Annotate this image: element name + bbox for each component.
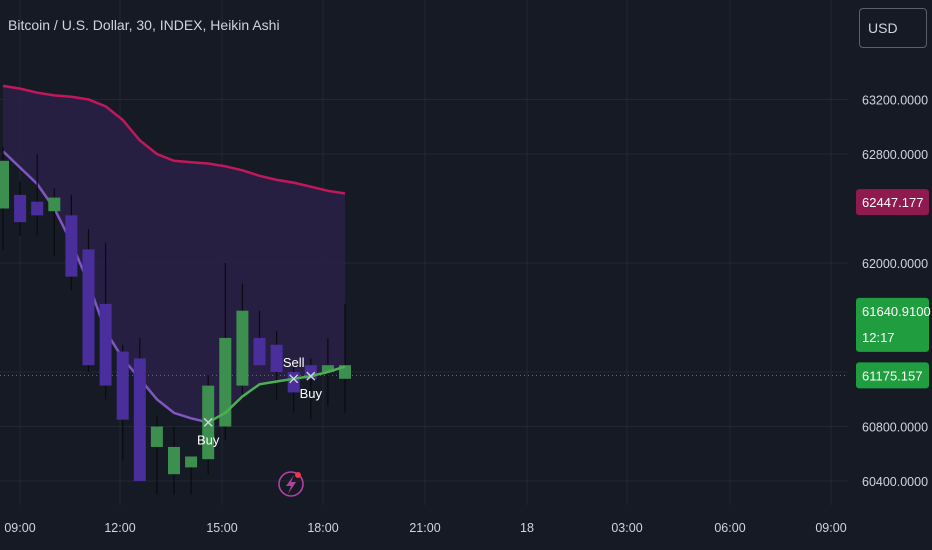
chart-extras — [278, 471, 304, 497]
signal-label: Sell — [283, 355, 305, 370]
cross-icon — [306, 371, 316, 381]
upper-band-line — [2, 84, 346, 195]
x-tick-label: 09:00 — [815, 521, 846, 535]
x-tick-label: 21:00 — [409, 521, 440, 535]
lightning-ring — [278, 471, 304, 497]
price-badge-value: 61640.9100 — [862, 304, 931, 319]
candle-body — [270, 344, 283, 372]
time-axis[interactable]: 09:00 12:00 15:00 18:00 21:00 18 03:00 06:00 09:… — [4, 521, 846, 535]
y-tick-label: 60400.0000 — [862, 475, 928, 489]
candle — [0, 147, 9, 250]
candle — [185, 456, 198, 495]
candle-body — [99, 303, 112, 386]
price-badge-bg — [856, 362, 929, 389]
lightning-bolt — [286, 475, 296, 494]
lightning-icon — [278, 471, 304, 497]
candle — [236, 283, 249, 400]
y-tick-label: 63200.0000 — [862, 94, 928, 108]
candle-body — [48, 197, 61, 212]
y-tick-label: 60800.0000 — [862, 421, 928, 435]
signal-marker-sell: Sell — [283, 355, 305, 384]
candle — [219, 263, 232, 441]
grid — [0, 0, 848, 505]
price-badge: 61175.157 — [856, 362, 929, 389]
candle — [65, 194, 78, 291]
x-tick-label: 12:00 — [104, 521, 135, 535]
candle-body — [253, 337, 266, 366]
price-badge-value: 62447.177 — [862, 195, 923, 210]
candle-body — [65, 215, 78, 277]
candle — [99, 242, 112, 400]
candle — [82, 228, 95, 372]
x-tick-label: 09:00 — [4, 521, 35, 535]
y-tick-label: 62000.0000 — [862, 257, 928, 271]
candle-body — [321, 365, 334, 372]
price-badge-bg — [856, 189, 929, 216]
signal-label: Buy — [197, 432, 220, 447]
candle — [270, 331, 283, 400]
candle-body — [185, 456, 198, 468]
price-badge-countdown: 12:17 — [862, 330, 895, 345]
signal-line — [207, 365, 346, 424]
candle-body — [168, 446, 180, 475]
chart-title: Bitcoin / U.S. Dollar, 30, INDEX, Heikin… — [8, 17, 280, 33]
x-tick-label: 15:00 — [206, 521, 237, 535]
candle-body — [133, 358, 146, 481]
candle-body — [31, 201, 44, 216]
notification-dot — [295, 472, 301, 478]
candle-body — [82, 249, 95, 366]
candle-body — [219, 337, 232, 427]
x-tick-label: 03:00 — [611, 521, 642, 535]
signal-marker-buy: Buy — [197, 417, 220, 447]
x-tick-label: 06:00 — [714, 521, 745, 535]
x-tick-label: 18:00 — [307, 521, 338, 535]
cross-icon — [289, 374, 299, 384]
candle — [48, 188, 61, 257]
cross-icon — [203, 417, 213, 427]
candle — [14, 181, 27, 236]
price-badge-value: 61175.157 — [862, 368, 923, 383]
candle — [253, 310, 266, 366]
price-axis[interactable]: 60400.000060800.000061200.000062000.0000… — [856, 94, 931, 490]
price-badge: 61640.9100 12:17 — [856, 297, 931, 352]
candle-body — [0, 160, 9, 209]
candle-body — [116, 351, 129, 420]
y-tick-label: 62800.0000 — [862, 148, 928, 162]
signal-label: Buy — [300, 386, 323, 401]
candle — [116, 344, 129, 461]
signal-marker-buy: Buy — [300, 371, 323, 401]
price-badge: 62447.177 — [856, 189, 929, 216]
candle — [150, 415, 163, 495]
candle — [168, 426, 180, 495]
candles — [0, 147, 351, 495]
candle — [31, 154, 44, 236]
candle-body — [150, 426, 163, 447]
x-tick-label: 18 — [520, 521, 534, 535]
candle-body — [14, 194, 27, 223]
candle-body — [236, 310, 249, 386]
price-badge-bg — [856, 297, 929, 352]
currency-button[interactable]: USD — [859, 8, 927, 48]
signal-markers: Buy Sell Buy — [197, 355, 346, 447]
candle — [133, 337, 146, 481]
